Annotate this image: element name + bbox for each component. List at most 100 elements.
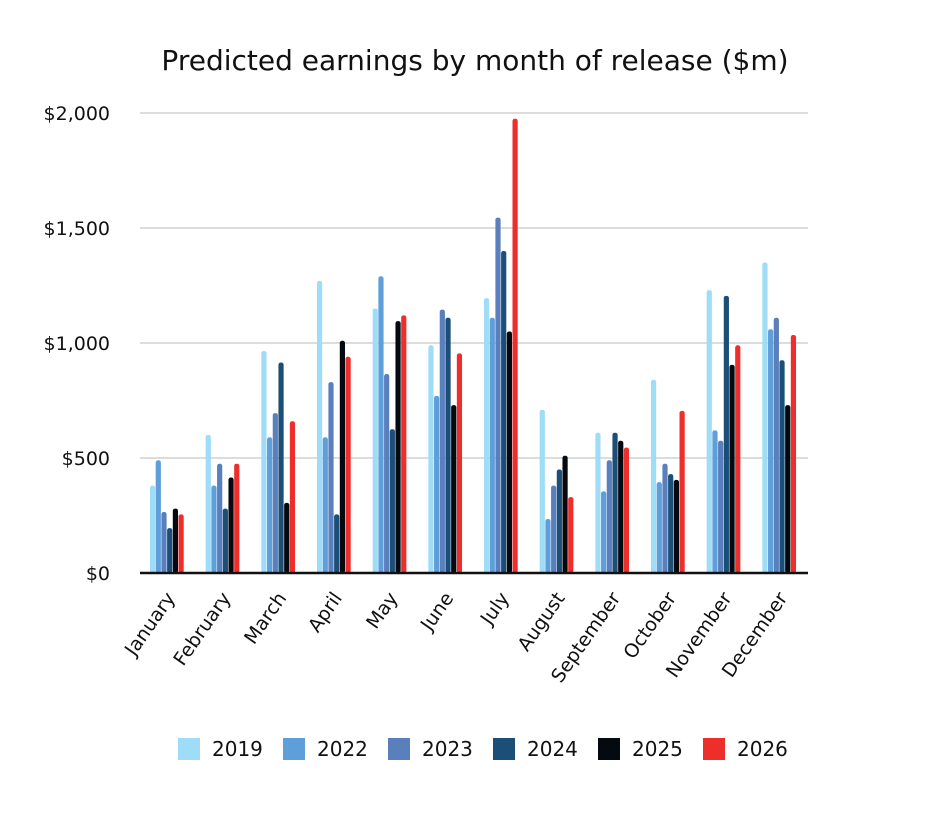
bar-2023-november	[718, 440, 724, 573]
bar-2023-august	[551, 485, 557, 573]
bar-2019-august	[539, 409, 545, 573]
bar-2026-april	[345, 356, 351, 573]
bar-2026-february	[234, 463, 240, 573]
bar-2024-february	[222, 508, 228, 573]
bar-2022-december	[768, 329, 774, 573]
legend-label: 2019	[212, 737, 263, 761]
bar-2026-june	[456, 353, 463, 573]
bar-2025-april	[339, 340, 345, 573]
bar-2025-august	[562, 455, 568, 573]
legend-label: 2024	[527, 737, 578, 761]
legend-label: 2026	[737, 737, 788, 761]
bar-2023-april	[328, 382, 334, 573]
bar-2024-december	[779, 360, 785, 573]
bar-2019-march	[261, 351, 267, 573]
x-tick-label: August	[513, 588, 569, 655]
legend-swatch	[493, 738, 515, 760]
bar-2022-june	[434, 395, 440, 573]
bar-2025-december	[785, 405, 791, 573]
x-tick-label: April	[304, 588, 347, 636]
bar-2022-may	[378, 276, 384, 573]
legend-swatch	[283, 738, 305, 760]
bar-2023-june	[439, 309, 445, 573]
bar-2022-july	[489, 317, 495, 573]
legend: 2019 2022 2023 2024 2025 2026	[178, 737, 788, 761]
legend-item: 2022	[283, 737, 368, 761]
legend-swatch	[598, 738, 620, 760]
bar-2023-march	[272, 413, 278, 573]
bar-2019-september	[595, 432, 601, 573]
legend-swatch	[703, 738, 725, 760]
bar-2019-november	[706, 290, 712, 573]
bar-2026-september	[623, 447, 630, 573]
x-tick-label: July	[476, 588, 514, 629]
bar-2022-january	[155, 460, 161, 573]
bar-2025-july	[506, 331, 512, 573]
bar-2024-october	[668, 474, 674, 573]
bar-2024-may	[389, 429, 395, 573]
y-tick-label: $1,000	[44, 333, 110, 355]
bar-2019-may	[372, 308, 378, 573]
legend-label: 2023	[422, 737, 473, 761]
gridlines	[140, 112, 808, 459]
y-tick-label: $500	[62, 448, 110, 470]
bar-2025-october	[673, 479, 679, 573]
bar-2026-august	[568, 497, 574, 573]
bar-2026-march	[289, 421, 296, 573]
legend-label: 2022	[317, 737, 368, 761]
bar-2025-may	[395, 321, 401, 573]
bar-2025-june	[451, 405, 457, 573]
bar-2025-september	[618, 440, 624, 573]
bar-2019-february	[205, 435, 211, 573]
bar-2025-march	[284, 502, 290, 573]
bar-2019-january	[150, 485, 156, 573]
bar-2019-july	[484, 298, 490, 573]
bar-2024-march	[278, 362, 284, 573]
chart-title: Predicted earnings by month of release (…	[161, 44, 788, 77]
bar-2022-september	[601, 491, 607, 573]
bar-2026-july	[512, 118, 518, 573]
bar-2022-february	[211, 485, 217, 573]
bar-2024-april	[334, 514, 340, 573]
legend-item: 2023	[388, 737, 473, 761]
bar-2024-november	[723, 295, 729, 573]
x-tick-label: October	[619, 588, 681, 663]
bar-2023-january	[161, 512, 167, 573]
y-axis-ticks: $0 $500 $1,000 $1,500 $2,000	[44, 103, 110, 585]
bar-2026-november	[735, 345, 741, 573]
bar-2025-january	[172, 508, 178, 573]
bar-2023-december	[773, 317, 779, 573]
bar-2019-december	[762, 262, 768, 573]
bar-2024-june	[445, 317, 451, 573]
bar-2019-october	[651, 379, 657, 573]
x-tick-label: May	[362, 588, 403, 633]
bar-2023-february	[217, 463, 223, 573]
bar-2024-august	[556, 469, 562, 573]
bar-2022-march	[267, 437, 273, 573]
bar-2019-june	[428, 345, 434, 573]
y-tick-label: $2,000	[44, 103, 110, 125]
bar-2024-january	[167, 528, 173, 573]
bar-2023-september	[606, 460, 612, 573]
bar-2023-may	[384, 374, 390, 573]
bar-2019-april	[317, 280, 323, 573]
legend-item: 2019	[178, 737, 263, 761]
bar-2025-november	[729, 364, 735, 573]
bar-2025-february	[228, 477, 234, 573]
bar-2026-may	[401, 315, 407, 573]
bar-2022-november	[712, 430, 718, 573]
y-tick-label: $1,500	[44, 218, 110, 240]
bar-2026-december	[790, 334, 797, 573]
legend-item: 2024	[493, 737, 578, 761]
bar-2026-january	[178, 514, 184, 573]
legend-swatch	[388, 738, 410, 760]
x-tick-label: June	[416, 588, 458, 635]
legend-item: 2025	[598, 737, 683, 761]
bar-2022-october	[656, 482, 662, 573]
bar-2024-september	[612, 432, 618, 573]
bar-2023-october	[662, 463, 668, 573]
legend-label: 2025	[632, 737, 683, 761]
